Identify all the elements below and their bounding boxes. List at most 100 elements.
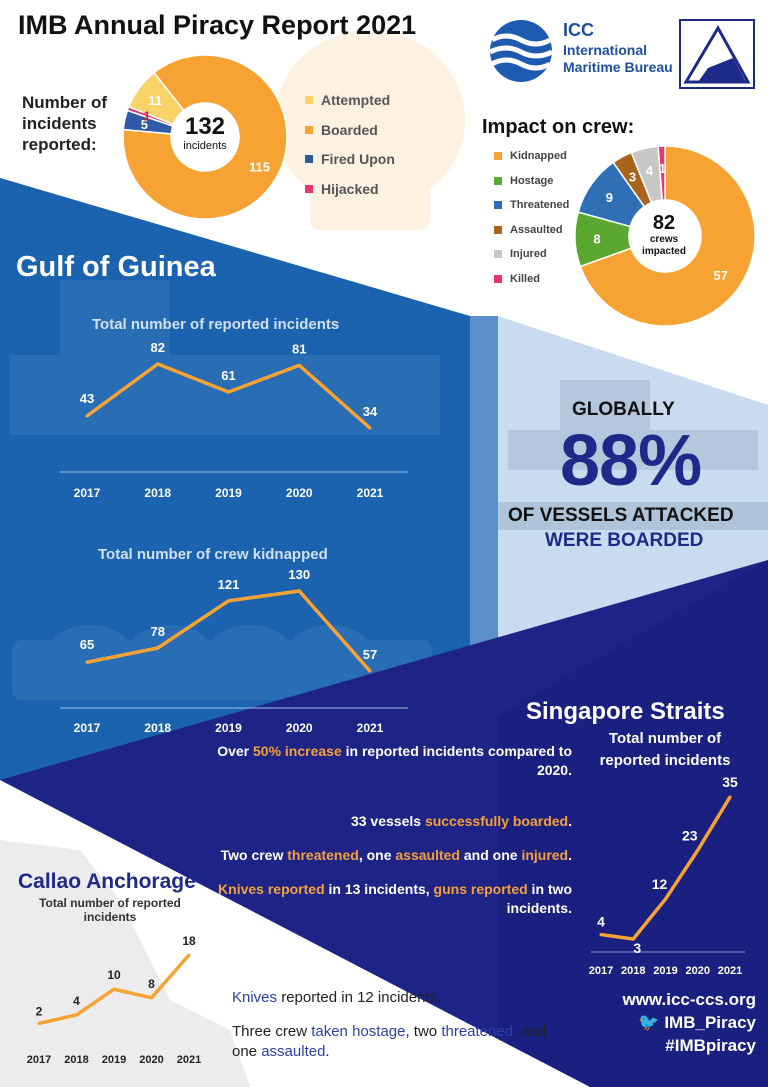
data-label: 18 [182, 934, 196, 948]
fact-text: , one [358, 847, 396, 863]
hashtag: #IMBpiracy [665, 1036, 756, 1055]
donut-slice-label: 4 [646, 163, 654, 178]
callao-fact2-part: , and one [232, 1023, 547, 1060]
singapore-fact: 33 vessels successfully boarded. [210, 812, 572, 831]
legend-item: Injured [494, 248, 547, 260]
data-label: 2 [36, 1004, 43, 1018]
data-label: 121 [218, 577, 240, 592]
legend-item: Killed [494, 273, 540, 285]
data-label: 78 [151, 624, 165, 639]
callao-fact2-highlight: taken hostage [311, 1023, 406, 1040]
legend-item: Hijacked [305, 181, 379, 197]
legend-label: Killed [510, 272, 540, 285]
crew-total-center: 82 crews impacted [628, 212, 700, 258]
legend-item: Hostage [494, 175, 553, 187]
legend-swatch [494, 176, 502, 185]
callao-fact2-highlight: assaulted [261, 1043, 326, 1060]
x-tick-label: 2019 [653, 965, 677, 977]
legend-swatch [305, 184, 313, 193]
x-tick-label: 2021 [357, 486, 384, 500]
legend-label: Hostage [510, 174, 554, 187]
data-label: 65 [80, 637, 94, 652]
data-label: 130 [288, 567, 310, 582]
data-point [696, 848, 700, 852]
twitter-icon: 🐦 [638, 1013, 660, 1032]
data-label: 4 [73, 994, 80, 1008]
twitter-handle[interactable]: 🐦 IMB_Piracy [638, 1013, 756, 1033]
callao-chart-title-2: incidents [83, 910, 137, 924]
callao-fact-2: Three crew taken hostage, two threatened… [232, 1022, 562, 1062]
data-label: 23 [682, 827, 698, 843]
data-label: 3 [633, 940, 641, 956]
x-tick-label: 2020 [286, 486, 313, 500]
legend-swatch [494, 201, 502, 209]
crew-impact-title: Impact on crew: [482, 116, 635, 138]
x-tick-label: 2019 [215, 486, 242, 500]
singapore-fact: Knives reported in 13 incidents, guns re… [210, 880, 572, 918]
callao-title: Callao Anchorage [18, 870, 196, 893]
gog-incidents-title: Total number of reported incidents [92, 316, 340, 333]
callao-fact2-highlight: threatened [441, 1023, 514, 1040]
fact-highlight: threatened [287, 847, 359, 863]
incidents-label: Number of incidents reported: [22, 93, 107, 154]
incidents-total-sub: incidents [183, 140, 227, 152]
singapore-chart-title-2: reported incidents [599, 752, 731, 769]
data-label: 34 [363, 404, 378, 419]
globally-line2: OF VESSELS ATTACKED [508, 505, 734, 526]
singapore-chart-title: Total number of reported incidents [590, 728, 740, 772]
donut-slice-label: 57 [713, 268, 727, 283]
globally-percent: 88% [560, 421, 702, 501]
legend-swatch [494, 274, 502, 283]
globally-line3: WERE BOARDED [545, 530, 704, 551]
fact-text: Over [217, 743, 253, 759]
legend-item: Kidnapped [494, 150, 567, 162]
x-tick-label: 2018 [144, 721, 171, 735]
x-tick-label: 2020 [286, 721, 313, 735]
data-point [227, 599, 230, 603]
gulf-title: Gulf of Guinea [16, 251, 216, 283]
data-point [599, 933, 603, 937]
data-label: 35 [722, 774, 738, 790]
legend-label: Fired Upon [321, 151, 395, 167]
data-label: 81 [292, 341, 306, 356]
legend-label: Hijacked [321, 180, 379, 197]
callao-chart-title-1: Total number of reported [39, 896, 181, 910]
singapore-chart: 4 2017 3 2018 12 2019 23 2020 35 2021 [589, 774, 745, 977]
data-point [187, 953, 191, 957]
imb-badge-icon [679, 19, 755, 89]
singapore-title: Singapore Straits [526, 698, 725, 725]
fact-highlight: Knives reported [218, 881, 325, 897]
series-line [86, 589, 372, 673]
data-point [368, 426, 372, 430]
legend-label: Attempted [321, 92, 391, 108]
data-label: 4 [597, 914, 605, 930]
icc-full-name: International Maritime Bureau [563, 42, 673, 75]
crew-total: 82 [652, 212, 676, 234]
donut-slice-label: 5 [141, 117, 148, 132]
x-tick-label: 2020 [686, 965, 710, 977]
callao-fact2-part: , two [405, 1023, 442, 1040]
data-label: 57 [363, 647, 377, 662]
gog-kidnapped-chart: 65 2017 78 2018 121 2019 130 2020 57 2021 [60, 567, 408, 735]
legend-item: Attempted [305, 92, 390, 108]
x-tick-label: 2021 [177, 1054, 201, 1066]
callao-chart-title: Total number of reported incidents [30, 896, 190, 924]
singapore-fact: Two crew threatened, one assaulted and o… [210, 846, 572, 865]
icc-logo-icon [488, 20, 554, 82]
data-label: 82 [151, 340, 165, 355]
donut-slice-label: 3 [629, 169, 636, 184]
x-tick-label: 2020 [139, 1054, 163, 1066]
x-tick-label: 2018 [64, 1054, 88, 1066]
legend-label: Kidnapped [510, 150, 567, 162]
data-point [85, 660, 89, 664]
gog-incidents-chart: 43 2017 82 2018 61 2019 81 2020 34 2021 [60, 340, 408, 500]
crew-total-sub2: impacted [642, 246, 686, 257]
singapore-chart-title-1: Total number of [608, 730, 722, 747]
twitter-handle-text: IMB_Piracy [664, 1013, 756, 1032]
legend-label: Injured [510, 248, 547, 260]
incidents-donut-chart: 11 115 51 [122, 54, 288, 220]
data-point [631, 937, 635, 941]
website-link[interactable]: www.icc-ccs.org [622, 990, 756, 1009]
map-silhouette [0, 840, 250, 1087]
